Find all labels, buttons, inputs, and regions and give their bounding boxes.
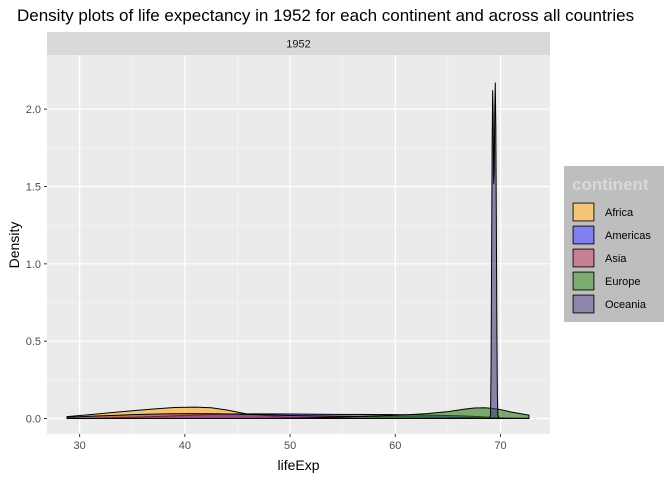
y-tick-label: 1.5 bbox=[26, 181, 41, 193]
grid-major bbox=[47, 55, 550, 434]
legend-label: Americas bbox=[605, 230, 651, 242]
facet-strip-label: 1952 bbox=[286, 39, 310, 51]
density-areas bbox=[66, 82, 530, 420]
legend-swatch bbox=[572, 248, 595, 268]
x-axis-title: lifeExp bbox=[277, 457, 319, 473]
grid-minor bbox=[47, 55, 550, 434]
legend-swatch bbox=[572, 271, 595, 291]
y-tick-label: 2.0 bbox=[26, 104, 41, 116]
y-axis: 0.0 0.5 1.0 1.5 2.0 bbox=[26, 104, 47, 426]
legend-label: Asia bbox=[605, 253, 627, 265]
legend-title: continent bbox=[572, 175, 649, 194]
x-tick-label: 60 bbox=[389, 440, 401, 452]
y-tick-label: 1.0 bbox=[26, 259, 41, 271]
y-axis-title: Density bbox=[6, 222, 22, 269]
legend-swatch bbox=[572, 225, 595, 245]
y-tick-label: 0.0 bbox=[26, 414, 41, 426]
facet-strip bbox=[47, 32, 550, 55]
chart-title: Density plots of life expectancy in 1952… bbox=[17, 6, 634, 25]
x-tick-label: 70 bbox=[494, 440, 506, 452]
x-tick-label: 40 bbox=[179, 440, 191, 452]
legend-swatch bbox=[572, 294, 595, 314]
legend-swatch bbox=[572, 202, 595, 222]
legend-label: Oceania bbox=[605, 299, 647, 311]
density-area-oceania bbox=[488, 82, 500, 420]
legend-item-europe: Europe bbox=[572, 271, 640, 291]
legend-label: Europe bbox=[605, 276, 640, 288]
legend-items: Africa Americas Asia Europe Oceania bbox=[572, 202, 651, 314]
density-area-europe bbox=[66, 407, 530, 420]
legend-item-oceania: Oceania bbox=[572, 294, 647, 314]
legend-label: Africa bbox=[605, 207, 634, 219]
plot-panel bbox=[47, 55, 550, 434]
x-axis: 30 40 50 60 70 bbox=[73, 434, 507, 452]
x-tick-label: 30 bbox=[73, 440, 85, 452]
y-tick-label: 0.5 bbox=[26, 336, 41, 348]
legend: continent Africa Americas Asia Europe Oceani… bbox=[564, 166, 664, 322]
x-tick-label: 50 bbox=[284, 440, 296, 452]
legend-item-americas: Americas bbox=[572, 225, 651, 245]
legend-item-asia: Asia bbox=[572, 248, 627, 268]
legend-item-africa: Africa bbox=[572, 202, 634, 222]
